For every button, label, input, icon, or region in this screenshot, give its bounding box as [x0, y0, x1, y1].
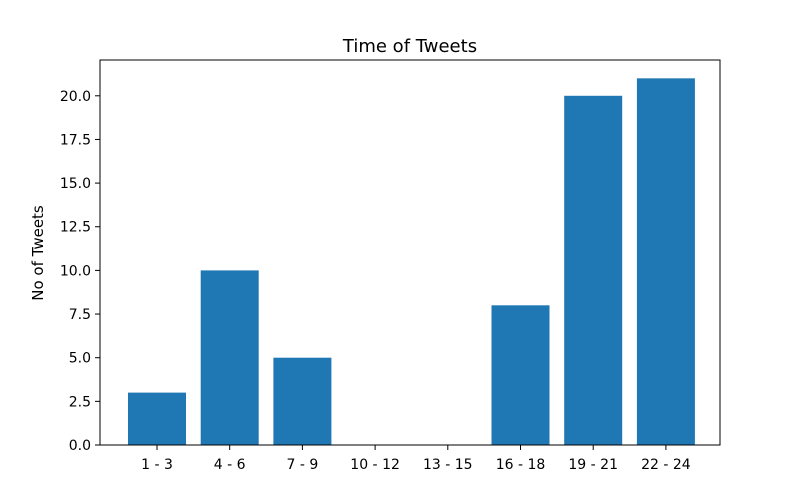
x-ticks-group: 1 - 3 4 - 6 7 - 9 10 - 12 13 - 15 16 - 18 19 -…: [141, 445, 691, 473]
y-axis-label: No of Tweets: [29, 205, 47, 301]
x-tick-label-2: 7 - 9: [287, 457, 319, 473]
bar-0: [128, 393, 186, 445]
y-ticks-group: 0.0 2.5 5.0 7.5 10.0 12.5 15.0 17.5 20.0: [60, 89, 100, 454]
y-tick-label-6: 15.0: [60, 176, 91, 192]
bar-2: [273, 358, 331, 445]
y-tick-label-3: 7.5: [69, 307, 91, 323]
y-tick-label-4: 10.0: [60, 263, 91, 279]
y-tick-label-5: 12.5: [60, 220, 91, 236]
bars-group: [128, 78, 695, 445]
x-tick-label-6: 19 - 21: [568, 457, 618, 473]
x-tick-label-4: 13 - 15: [423, 457, 473, 473]
bar-6: [564, 96, 622, 445]
x-tick-label-0: 1 - 3: [141, 457, 173, 473]
plot-frame: [100, 60, 720, 445]
y-tick-label-8: 20.0: [60, 89, 91, 105]
x-tick-label-1: 4 - 6: [214, 457, 246, 473]
bar-5: [492, 305, 550, 445]
bar-7: [637, 78, 695, 445]
bar-1: [201, 270, 259, 445]
x-tick-label-5: 16 - 18: [496, 457, 546, 473]
chart-title: Time of Tweets: [342, 36, 477, 57]
y-tick-label-2: 5.0: [69, 351, 91, 367]
x-tick-label-7: 22 - 24: [641, 457, 691, 473]
y-tick-label-1: 2.5: [69, 394, 91, 410]
y-tick-label-7: 17.5: [60, 132, 91, 148]
y-tick-label-0: 0.0: [69, 438, 91, 454]
x-tick-label-3: 10 - 12: [350, 457, 400, 473]
